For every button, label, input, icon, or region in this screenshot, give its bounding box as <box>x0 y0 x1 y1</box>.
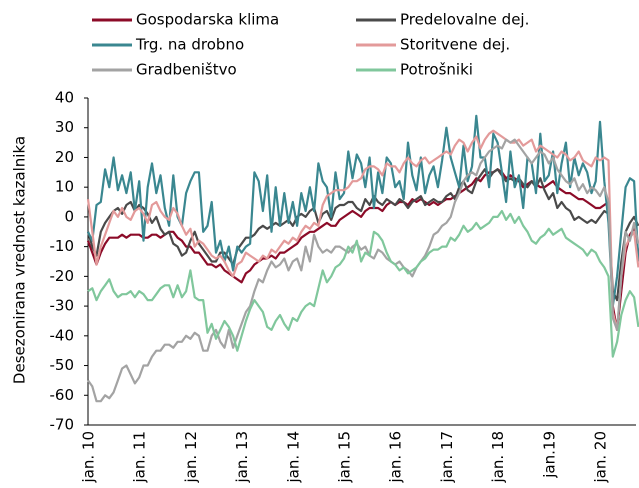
series-line <box>87 138 639 403</box>
x-tick-label: jan. 17 <box>438 431 456 484</box>
legend-label: Storitvene dej. <box>400 36 510 54</box>
x-tick-label: jan. 12 <box>182 431 200 484</box>
legend-label: Potrošniki <box>400 61 473 79</box>
x-tick-label: jan. 10 <box>80 431 98 484</box>
x-tick-label: jan. 20 <box>592 431 610 484</box>
x-tick-label: jan. 14 <box>284 431 302 484</box>
legend-label: Gospodarska klima <box>136 11 279 29</box>
y-tick-label: -60 <box>50 386 75 404</box>
y-tick-label: 10 <box>55 178 74 196</box>
x-tick-label: jan. 16 <box>387 431 405 484</box>
legend-label: Predelovalne dej. <box>400 11 529 29</box>
legend-label: Gradbeništvo <box>136 61 237 79</box>
x-tick-label: jan.19 <box>540 431 558 479</box>
y-tick-label: -10 <box>50 237 75 255</box>
legend-label: Trg. na drobno <box>135 36 244 54</box>
series-line <box>86 168 639 302</box>
y-tick-label: -20 <box>50 267 75 285</box>
y-tick-label: -50 <box>50 356 75 374</box>
y-tick-label: 40 <box>55 89 74 107</box>
y-tick-label: 30 <box>55 118 74 136</box>
y-tick-label: 0 <box>64 207 74 225</box>
series-line <box>86 168 639 331</box>
x-tick-label: jan. 15 <box>336 431 354 484</box>
series-line <box>87 209 639 358</box>
series-line <box>87 114 639 308</box>
series-line <box>86 129 639 331</box>
x-tick-label: jan. 11 <box>131 431 149 484</box>
x-tick-label: jan. 18 <box>489 431 507 484</box>
y-tick-label: -30 <box>50 297 75 315</box>
y-tick-label: -40 <box>50 326 75 344</box>
y-tick-label: 20 <box>55 148 74 166</box>
y-tick-label: -70 <box>50 416 75 434</box>
y-axis-label: Desezonirana vrednost kazalnika <box>11 136 29 384</box>
x-tick-label: jan. 13 <box>233 431 251 484</box>
